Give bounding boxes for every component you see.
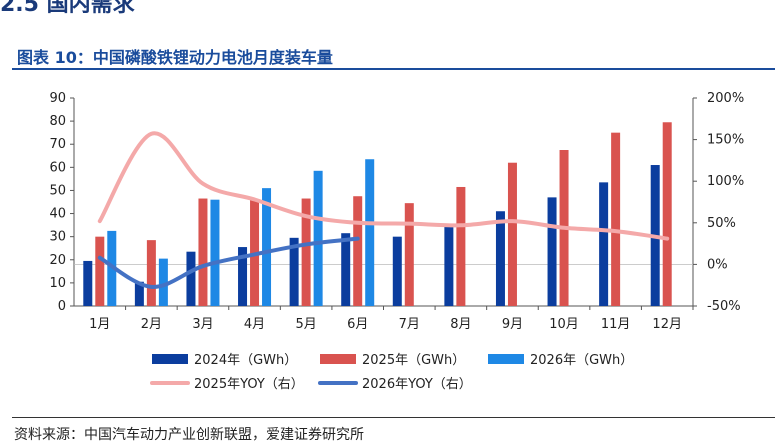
bar-2025 [611, 132, 621, 306]
legend-label: 2025年（GWh） [362, 353, 465, 368]
bar-2024 [444, 226, 454, 306]
yoy-2025-line [97, 131, 670, 241]
y-right-tick-label: 150% [707, 133, 744, 148]
bar-2024 [83, 260, 93, 306]
y-left-tick-label: 20 [49, 253, 66, 268]
y-left-tick-label: 80 [49, 114, 66, 129]
x-tick-label: 5月 [295, 317, 316, 332]
bar-2024 [238, 247, 248, 306]
y-right-tick-label: 200% [707, 91, 744, 106]
bar-2024 [134, 281, 144, 306]
y-left-tick-label: 30 [49, 230, 66, 245]
section-heading: 2.5 国内需求 [0, 0, 135, 17]
x-tick-label: 10月 [549, 317, 579, 332]
bar-2024 [186, 251, 196, 306]
legend-label: 2025年YOY（右） [194, 377, 304, 392]
x-tick-label: 11月 [601, 317, 631, 332]
bar-2024 [289, 237, 299, 306]
bar-2025 [95, 236, 105, 306]
legend-swatch [152, 354, 188, 364]
legend-label: 2026年YOY（右） [362, 377, 472, 392]
chart-ticks: 0 10 20 30 40 50 60 70 80 90 -50% 0% 50% 100% 150% 200%… [49, 91, 744, 332]
chart-axes [70, 97, 697, 310]
y-left-tick-label: 90 [49, 91, 66, 106]
bar-2025 [198, 198, 208, 306]
y-right-tick-label: 50% [707, 216, 736, 231]
title-divider [12, 68, 775, 70]
bar-2025 [301, 198, 311, 306]
bar-2025 [662, 122, 672, 307]
y-left-tick-label: 40 [49, 207, 66, 222]
x-tick-label: 7月 [399, 317, 420, 332]
legend-swatch [488, 354, 524, 364]
bar-2026 [313, 170, 323, 306]
chart-lines [97, 131, 670, 289]
chart-title: 图表 10：中国磷酸铁锂动力电池月度装车量 [17, 48, 333, 67]
y-left-tick-label: 70 [49, 137, 66, 152]
y-right-tick-label: 0% [707, 257, 728, 272]
bar-2024 [495, 211, 505, 306]
y-left-tick-label: 50 [49, 183, 66, 198]
x-tick-label: 1月 [89, 317, 110, 332]
y-right-tick-label: -50% [707, 299, 741, 314]
bar-2024 [341, 233, 351, 306]
bar-2026 [210, 199, 220, 306]
legend-label: 2024年（GWh） [194, 353, 297, 368]
bar-2024 [547, 197, 557, 306]
legend-swatch [320, 354, 356, 364]
chart-bars [83, 122, 672, 307]
chart-legend: 2024年（GWh） 2025年（GWh） 2026年（GWh） 2025年YOY（右… [150, 353, 633, 392]
bar-2026 [158, 258, 168, 306]
bar-2025 [456, 186, 466, 306]
x-tick-label: 6月 [347, 317, 368, 332]
bar-2024 [392, 236, 402, 306]
bar-2026 [262, 188, 272, 306]
y-left-tick-label: 60 [49, 160, 66, 175]
x-tick-label: 8月 [450, 317, 471, 332]
bar-2026 [365, 159, 375, 306]
x-tick-label: 3月 [192, 317, 213, 332]
bar-2025 [146, 240, 156, 306]
legend-label: 2026年（GWh） [530, 353, 633, 368]
x-tick-label: 2月 [141, 317, 162, 332]
yoy-2026-line [97, 236, 360, 289]
bar-2024 [599, 182, 609, 306]
bar-2025 [353, 196, 363, 306]
bar-2025 [404, 203, 414, 306]
x-tick-label: 9月 [502, 317, 523, 332]
x-tick-label: 12月 [652, 317, 682, 332]
x-tick-label: 4月 [244, 317, 265, 332]
source-note: 资料来源：中国汽车动力产业创新联盟，爱建证券研究所 [14, 427, 364, 443]
footer-divider [12, 417, 775, 418]
y-left-tick-label: 10 [49, 276, 66, 291]
y-right-tick-label: 100% [707, 174, 744, 189]
y-left-tick-label: 0 [58, 299, 66, 314]
bar-2025 [507, 162, 517, 306]
